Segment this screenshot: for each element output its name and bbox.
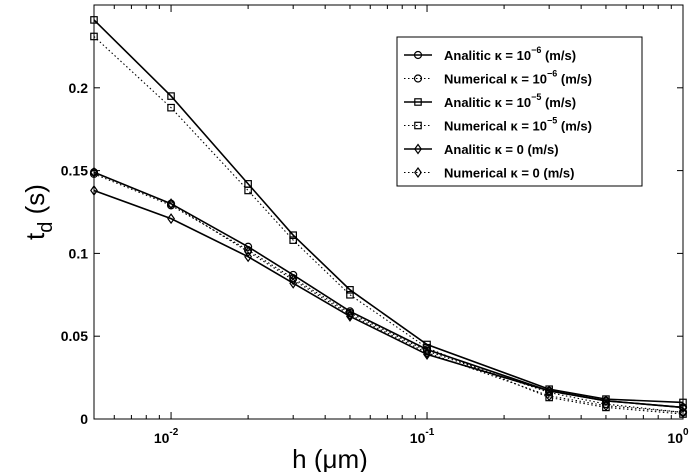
- legend-item: Analitic κ = 10−6 (m/s): [404, 45, 576, 63]
- legend-item: Numerical κ = 10−5 (m/s): [404, 116, 592, 134]
- series-group: [89, 16, 688, 418]
- data-point: [167, 103, 175, 112]
- data-point: [289, 236, 297, 244]
- legend-label: Numerical κ = 0 (m/s): [444, 166, 574, 181]
- series-6: [90, 166, 687, 418]
- legend-marker: [414, 166, 422, 179]
- data-point: [244, 246, 253, 258]
- axis-labels: h (μm) td (s): [20, 184, 368, 472]
- legend-item: Analitic κ = 10−5 (m/s): [404, 92, 576, 110]
- data-point: [167, 198, 175, 210]
- legend-label: Numerical κ = 10−6 (m/s): [444, 69, 592, 87]
- data-point: [423, 348, 431, 360]
- series-5: [90, 184, 687, 413]
- data-point: [346, 310, 354, 322]
- legend-item: Numerical κ = 10−6 (m/s): [404, 69, 592, 87]
- legend-item: Numerical κ = 0 (m/s): [404, 166, 574, 181]
- legend-label: Analitic κ = 0 (m/s): [444, 142, 559, 157]
- legend-marker: [414, 143, 422, 155]
- data-point: [90, 166, 98, 178]
- legend-marker: [413, 50, 423, 60]
- series-line: [93, 19, 684, 404]
- legend-label: Analitic κ = 10−6 (m/s): [444, 45, 576, 63]
- series-line: [93, 171, 684, 413]
- x-tick-label: 10-2: [154, 427, 179, 446]
- data-point: [244, 251, 253, 263]
- axis-ticks: 0 0.05 0.1 0.15 0.2 10-2 10-1 100: [61, 5, 689, 446]
- series-line: [93, 173, 684, 413]
- data-point: [346, 291, 354, 299]
- y-tick-label: 0.15: [61, 163, 88, 179]
- data-point: [545, 390, 554, 402]
- data-point: [346, 286, 354, 294]
- data-point: [679, 406, 687, 418]
- data-point: [90, 32, 98, 41]
- data-point: [346, 309, 354, 321]
- data-point: [423, 343, 431, 352]
- data-point: [679, 398, 687, 407]
- legend-label: Numerical κ = 10−5 (m/s): [444, 116, 592, 134]
- data-point: [289, 274, 298, 286]
- data-point: [602, 395, 610, 407]
- data-point: [423, 347, 431, 359]
- data-point: [167, 92, 175, 100]
- legend-marker: [413, 74, 423, 83]
- legend-marker: [414, 121, 422, 130]
- data-point: [289, 231, 297, 239]
- data-point: [602, 400, 610, 412]
- legend: Analitic κ = 10−6 (m/s) Numerical κ = 10−…: [396, 36, 643, 187]
- data-point: [244, 186, 252, 195]
- legend-item: Analitic κ = 0 (m/s): [404, 142, 559, 157]
- y-tick-label: 0.1: [69, 245, 89, 261]
- data-point: [167, 213, 175, 225]
- data-point: [90, 184, 98, 197]
- x-axis-label: h (μm): [292, 444, 368, 472]
- series-line: [93, 189, 684, 409]
- y-tick-label: 0.05: [61, 328, 88, 344]
- legend-marker: [414, 98, 422, 106]
- y-tick-label: 0.2: [69, 80, 89, 96]
- y-axis-label: td (s): [20, 184, 57, 240]
- x-tick-label: 10-1: [410, 427, 435, 446]
- y-tick-label: 0: [80, 411, 88, 427]
- data-point: [90, 16, 98, 24]
- legend-box: [396, 36, 643, 187]
- x-tick-label: 100: [667, 427, 689, 446]
- legend-label: Analitic κ = 10−5 (m/s): [444, 92, 576, 110]
